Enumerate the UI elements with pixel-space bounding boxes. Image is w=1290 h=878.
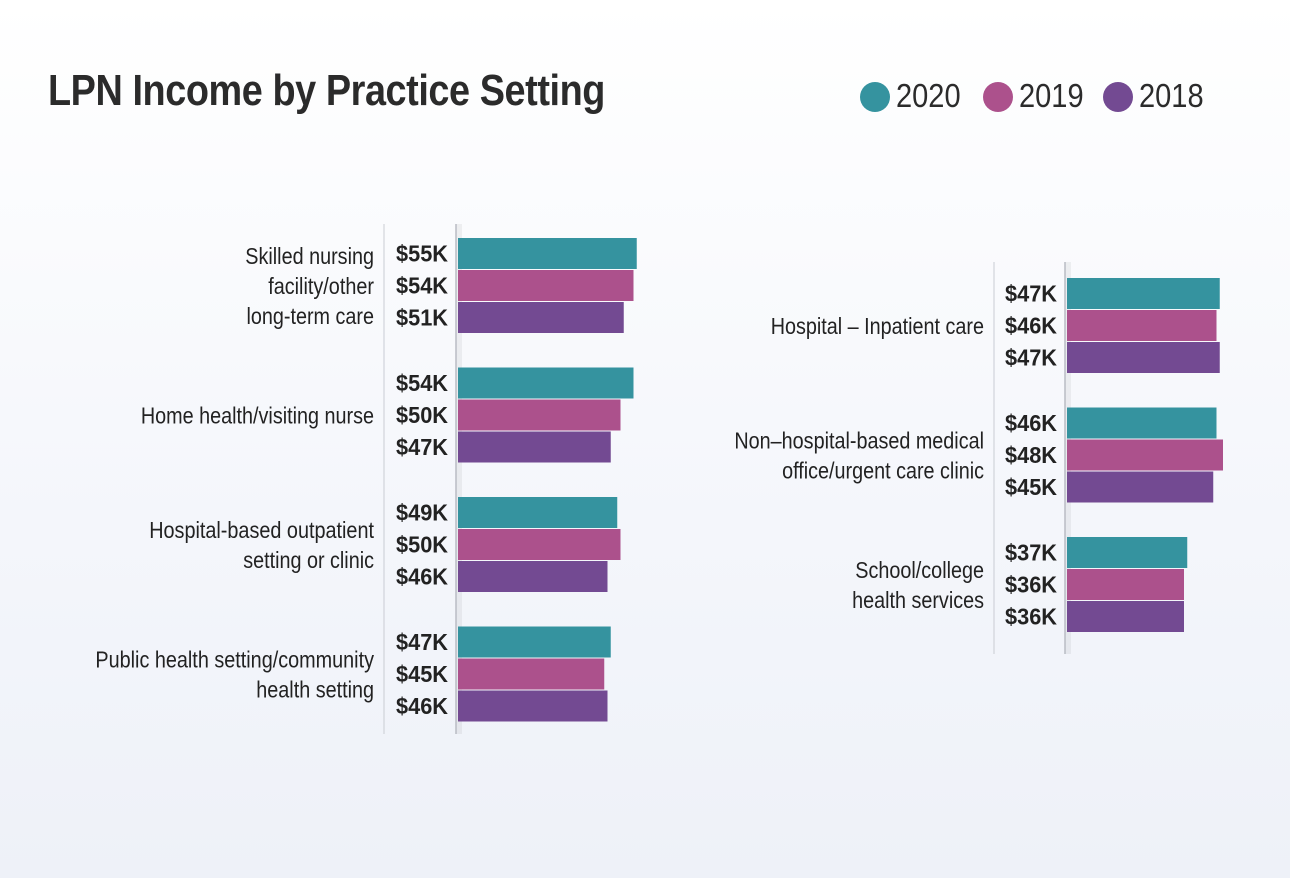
data-label: $54K [396, 370, 448, 396]
bar-2020 [1067, 407, 1217, 439]
category-label: Skilled nursing [245, 243, 374, 269]
data-label: $47K [396, 434, 448, 460]
bar-2019 [458, 529, 621, 560]
bar-2019 [1067, 569, 1184, 600]
category-group: $47K $45K $46K Public health setting/commun… [95, 626, 611, 722]
category-label: setting or clinic [243, 547, 374, 573]
category-label: Public health setting/community [95, 647, 374, 673]
category-label: office/urgent care clinic [782, 458, 984, 484]
data-label: $50K [396, 402, 448, 428]
data-label: $46K [1005, 410, 1057, 436]
data-label: $54K [396, 273, 448, 299]
axis-shadow [456, 224, 462, 734]
legend-label-2019: 2019 [1019, 77, 1084, 114]
category-group: $37K $36K $36K School/college health service… [852, 537, 1188, 632]
legend-label-2020: 2020 [896, 77, 961, 114]
chart-title: LPN Income by Practice Setting [48, 66, 605, 115]
data-label: $36K [1005, 572, 1057, 598]
bar-2020 [458, 626, 611, 658]
data-label: $47K [1005, 281, 1057, 307]
category-group: $55K $54K $51K Skilled nursing facility/othe… [245, 238, 637, 333]
category-group: $47K $46K $47K Hospital – Inpatient care [771, 278, 1220, 373]
bar-2020 [1067, 537, 1188, 568]
category-label: health services [852, 587, 984, 613]
data-label: $46K [396, 693, 448, 719]
category-label: Non–hospital-based medical [734, 428, 984, 454]
category-label: health setting [256, 677, 374, 703]
bar-2019 [458, 658, 605, 690]
data-label: $55K [396, 241, 448, 267]
category-label: long-term care [247, 303, 375, 329]
category-label: School/college [855, 557, 984, 583]
category-label: Hospital – Inpatient care [771, 313, 984, 339]
data-label: $37K [1005, 540, 1057, 566]
bar-2019 [1067, 310, 1217, 341]
data-label: $48K [1005, 442, 1057, 468]
data-label: $47K [396, 629, 448, 655]
bar-2019 [1067, 439, 1223, 471]
bar-2020 [1067, 278, 1220, 309]
data-label: $46K [1005, 313, 1057, 339]
data-label: $49K [396, 500, 448, 526]
bar-2020 [458, 367, 634, 399]
bar-2020 [458, 497, 618, 528]
data-label: $45K [396, 661, 448, 687]
bar-2018 [458, 302, 624, 333]
bar-2019 [458, 399, 621, 431]
bar-2018 [458, 431, 611, 463]
legend-swatch-2018 [1103, 82, 1133, 112]
data-label: $36K [1005, 604, 1057, 630]
bar-2018 [1067, 342, 1220, 373]
bar-2018 [1067, 601, 1184, 632]
category-group: $46K $48K $45K Non–hospital-based medical of… [734, 407, 1223, 503]
category-group: $54K $50K $47K Home health/visiting nurse [141, 367, 634, 463]
panel-right: $47K $46K $47K Hospital – Inpatient care $46… [734, 262, 1223, 654]
data-label: $45K [1005, 474, 1057, 500]
data-label: $46K [396, 564, 448, 590]
bar-2018 [458, 561, 608, 592]
bar-2018 [458, 690, 608, 722]
category-group: $49K $50K $46K Hospital-based outpatient set… [149, 497, 621, 592]
legend-swatch-2019 [983, 82, 1013, 112]
panel-left: $55K $54K $51K Skilled nursing facility/othe… [95, 224, 637, 734]
category-label: Hospital-based outpatient [149, 517, 374, 543]
data-label: $51K [396, 305, 448, 331]
bar-2019 [458, 270, 634, 301]
data-label: $50K [396, 532, 448, 558]
category-label: Home health/visiting nurse [141, 403, 374, 429]
data-label: $47K [1005, 345, 1057, 371]
bar-2018 [1067, 471, 1214, 503]
category-label: facility/other [268, 273, 374, 299]
legend-swatch-2020 [860, 82, 890, 112]
legend-label-2018: 2018 [1139, 77, 1204, 114]
bar-2020 [458, 238, 637, 269]
